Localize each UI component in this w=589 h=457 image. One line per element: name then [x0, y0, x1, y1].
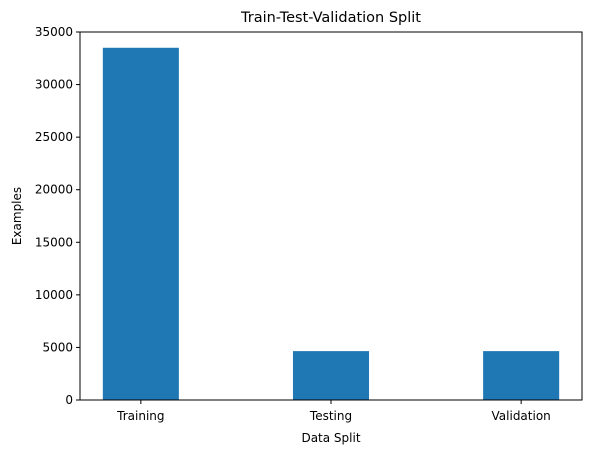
y-tick-label: 10000: [35, 288, 73, 302]
bar-validation: [483, 351, 560, 400]
y-axis-label: Examples: [10, 187, 24, 245]
y-tick-label: 0: [65, 393, 73, 407]
chart-title: Train-Test-Validation Split: [240, 10, 421, 26]
y-axis: 0 5000 10000 15000 20000 25000 30000 35000: [35, 25, 80, 407]
y-tick-label: 25000: [35, 130, 73, 144]
x-axis: Training Testing Validation: [116, 400, 551, 423]
x-tick-label: Training: [116, 409, 164, 423]
bar-training: [102, 47, 179, 401]
y-tick-label: 20000: [35, 183, 73, 197]
y-tick-label: 15000: [35, 235, 73, 249]
x-tick-label: Validation: [492, 409, 551, 423]
x-axis-label: Data Split: [301, 431, 360, 445]
y-tick-label: 30000: [35, 78, 73, 92]
bar-testing: [292, 351, 370, 400]
bar-series: [102, 47, 560, 401]
plot-frame: [79, 31, 583, 401]
x-tick-label: Testing: [309, 409, 352, 423]
y-tick-label: 5000: [42, 340, 73, 354]
y-tick-label: 35000: [35, 25, 73, 39]
